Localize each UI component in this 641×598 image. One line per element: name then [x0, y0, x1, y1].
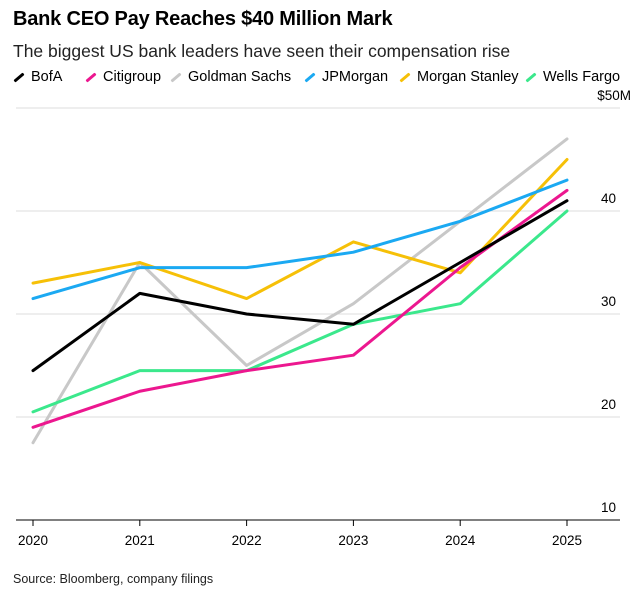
x-tick-label: 2020 — [18, 533, 48, 548]
grid — [16, 107, 620, 521]
y-tick-label: 40 — [601, 191, 616, 206]
legend-label: Wells Fargo — [543, 69, 621, 85]
x-tick-label: 2023 — [338, 533, 368, 548]
legend-label: JPMorgan — [322, 69, 389, 85]
legend-item-citigroup: Citigroup — [85, 69, 161, 85]
legend-item-goldman-sachs: Goldman Sachs — [170, 69, 291, 85]
chart-title: Bank CEO Pay Reaches $40 Million Mark — [13, 8, 393, 30]
legend-label: Morgan Stanley — [417, 69, 519, 85]
x-tick-label: 2024 — [445, 533, 476, 548]
y-tick-label: 10 — [601, 500, 616, 515]
y-tick-label: 30 — [601, 294, 616, 309]
series-line-jpmorgan — [31, 178, 569, 301]
x-axis-labels: 2020 2021 2022 2023 2024 2025 — [18, 520, 582, 548]
x-tick-label: 2022 — [232, 533, 262, 548]
source-note: Source: Bloomberg, company filings — [13, 572, 214, 586]
series-line-wells-fargo — [31, 209, 569, 414]
legend-item-wells-fargo: Wells Fargo — [525, 69, 620, 85]
legend-label: Citigroup — [103, 69, 162, 85]
legend-label: Goldman Sachs — [188, 69, 292, 85]
legend: BofA Citigroup Goldman Sachs JPMorgan Morgan… — [13, 69, 633, 89]
legend-label: BofA — [31, 69, 63, 85]
series-line-goldman-sachs — [31, 137, 569, 445]
series-lines — [31, 137, 569, 445]
legend-item-bofa: BofA — [13, 69, 62, 85]
chart-subtitle: The biggest US bank leaders have seen th… — [13, 41, 511, 61]
legend-item-morgan-stanley: Morgan Stanley — [399, 69, 519, 85]
line-chart: 2020 2021 2022 2023 2024 2025 10 20 30 40 $50M — [16, 88, 631, 548]
series-line-bofa — [31, 199, 569, 373]
y-tick-label: 20 — [601, 397, 616, 412]
x-tick-label: 2021 — [125, 533, 155, 548]
x-tick-label: 2025 — [552, 533, 582, 548]
series-line-morgan-stanley — [31, 158, 569, 301]
legend-item-jpmorgan: JPMorgan — [304, 69, 388, 85]
series-line-citigroup — [31, 188, 569, 429]
y-top-label: $50M — [597, 88, 631, 103]
y-axis-labels: 10 20 30 40 $50M — [597, 88, 631, 515]
